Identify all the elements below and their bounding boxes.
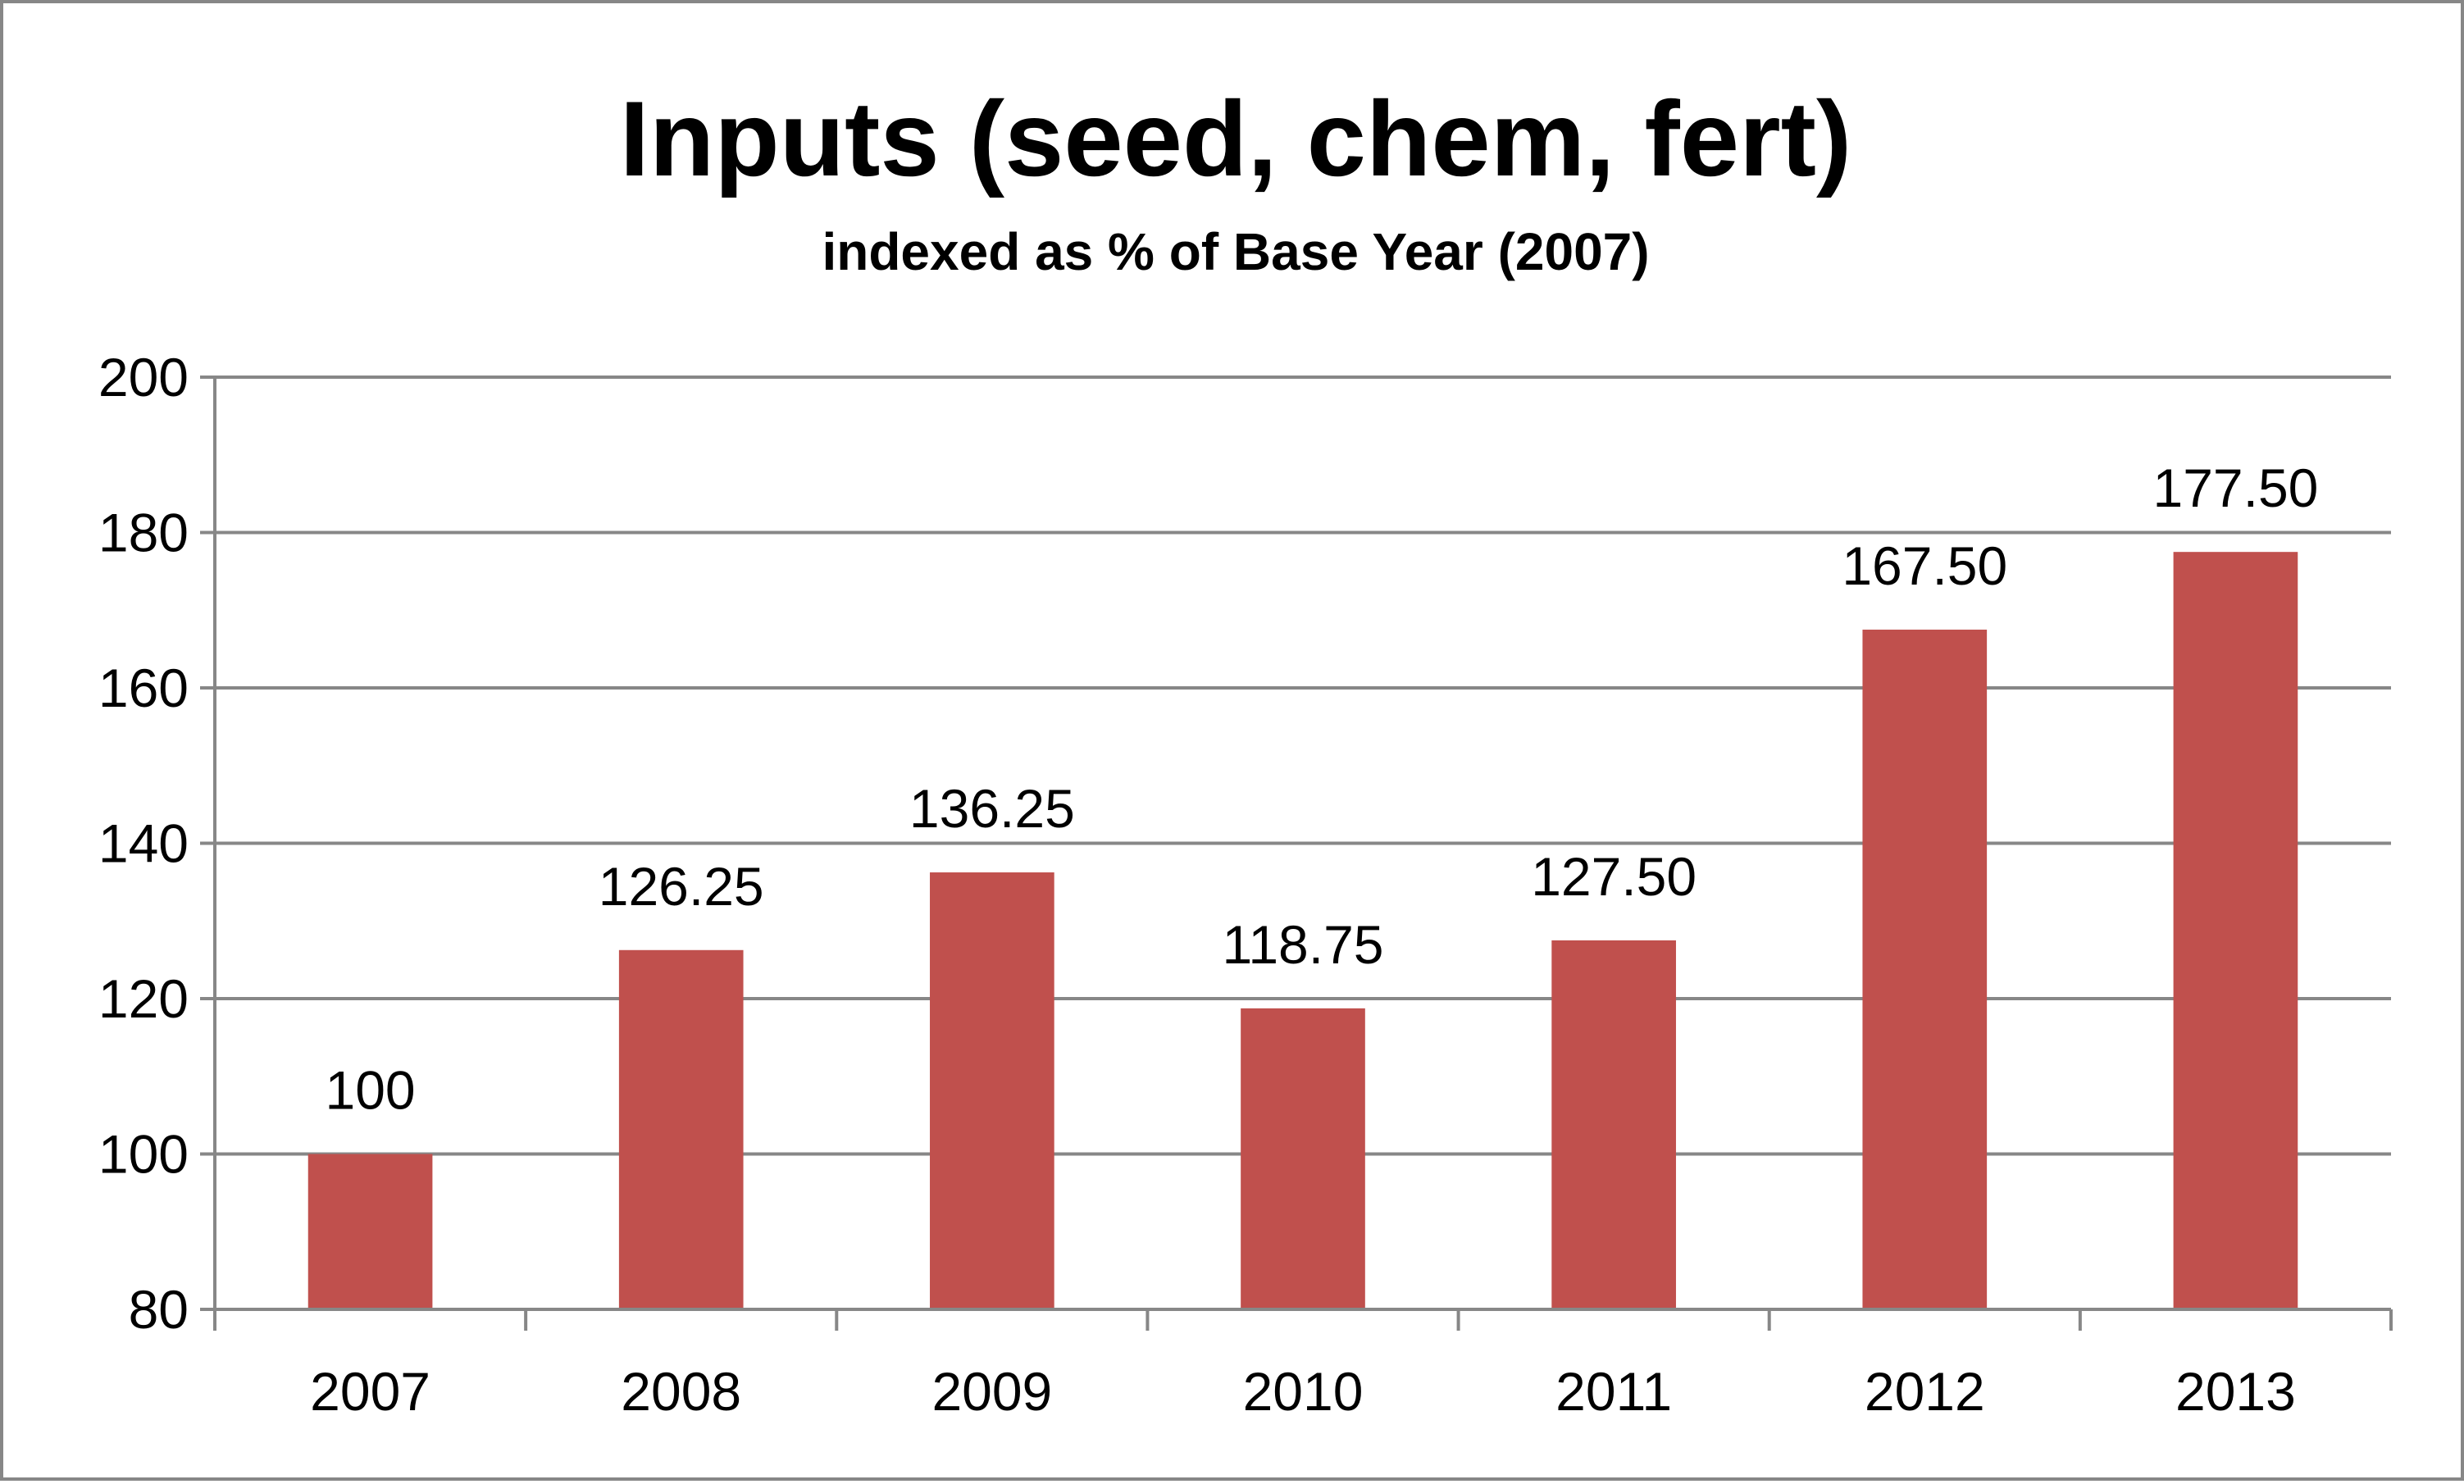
bar bbox=[1862, 629, 1988, 1309]
x-tick-label: 2011 bbox=[1555, 1361, 1672, 1422]
bar bbox=[1551, 940, 1676, 1309]
y-tick-label: 160 bbox=[98, 658, 189, 718]
data-label: 118.75 bbox=[1223, 914, 1384, 975]
data-label: 127.50 bbox=[1531, 846, 1697, 907]
data-label: 177.50 bbox=[2152, 457, 2318, 518]
x-tick-label: 2007 bbox=[310, 1361, 430, 1422]
x-tick-label: 2013 bbox=[2175, 1361, 2296, 1422]
x-tick-label: 2010 bbox=[1243, 1361, 1364, 1422]
data-label: 126.25 bbox=[599, 856, 764, 917]
data-label: 167.50 bbox=[1842, 535, 2007, 596]
y-tick-label: 80 bbox=[129, 1279, 189, 1340]
y-tick-label: 140 bbox=[98, 813, 189, 874]
bar bbox=[618, 949, 744, 1309]
bar-chart: Inputs (seed, chem, fert) indexed as % o… bbox=[98, 79, 2393, 1422]
axes bbox=[200, 376, 2393, 1331]
y-tick-label: 180 bbox=[98, 503, 189, 563]
bars bbox=[307, 552, 2298, 1309]
data-label: 136.25 bbox=[909, 778, 1075, 839]
x-tick-label: 2008 bbox=[621, 1361, 741, 1422]
chart-subtitle: indexed as % of Base Year (2007) bbox=[822, 222, 1649, 281]
bar bbox=[307, 1154, 433, 1309]
bar bbox=[2173, 552, 2298, 1309]
y-tick-label: 100 bbox=[98, 1124, 189, 1185]
chart-title: Inputs (seed, chem, fert) bbox=[620, 79, 1852, 198]
labels: 80 100 120 140 160 180 200 100 2007 126.25 2008 136… bbox=[98, 347, 2318, 1422]
bar bbox=[1241, 1008, 1365, 1309]
bar bbox=[930, 872, 1054, 1309]
y-tick-label: 120 bbox=[98, 968, 189, 1029]
x-tick-label: 2009 bbox=[931, 1361, 1052, 1422]
y-tick-label: 200 bbox=[98, 347, 189, 407]
data-label: 100 bbox=[326, 1060, 416, 1121]
x-tick-label: 2012 bbox=[1865, 1361, 1985, 1422]
gridlines bbox=[215, 376, 2391, 1156]
